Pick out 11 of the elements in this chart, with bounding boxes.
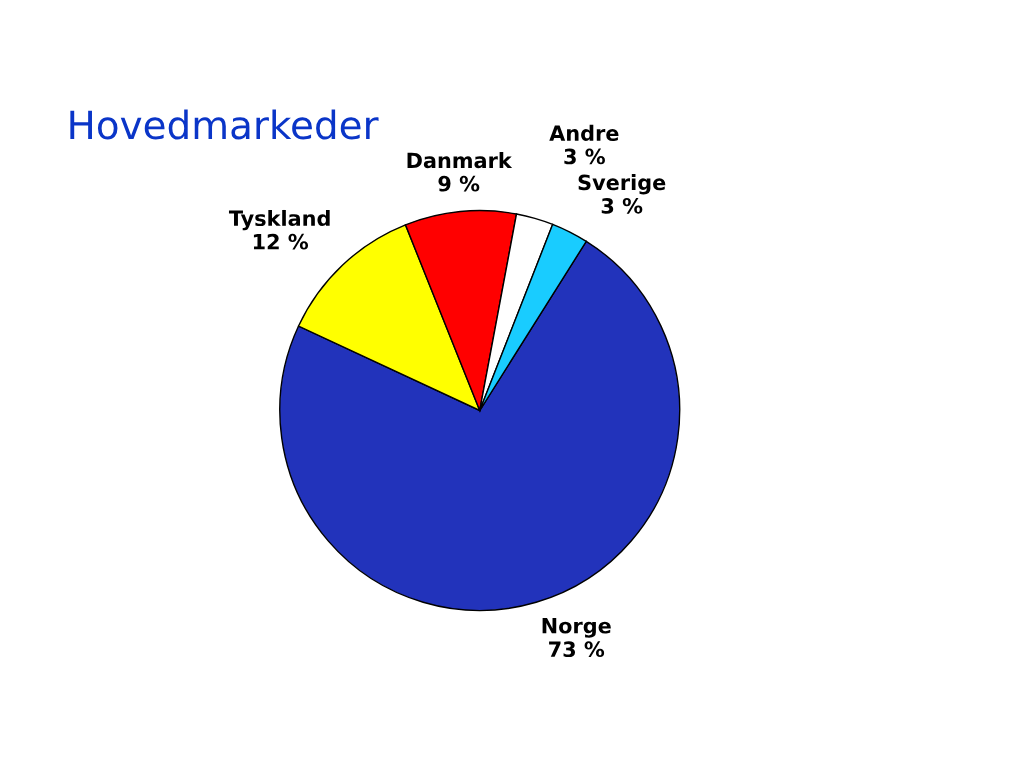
data-label: 3 % bbox=[601, 197, 643, 214]
slice-label: Norge bbox=[542, 618, 611, 638]
data-label: 12 % bbox=[253, 233, 309, 250]
slice-label: Danmark bbox=[407, 152, 513, 169]
slice-label: Tyskland bbox=[228, 209, 330, 231]
data-label: 9 % bbox=[438, 175, 480, 192]
data-label: 3 % bbox=[564, 148, 605, 165]
chart-title: Hovedmarkeder bbox=[70, 109, 379, 140]
slice-label: Andre bbox=[549, 124, 619, 141]
data-label: 73 % bbox=[549, 641, 605, 658]
slice-label: Sverige bbox=[578, 174, 666, 195]
